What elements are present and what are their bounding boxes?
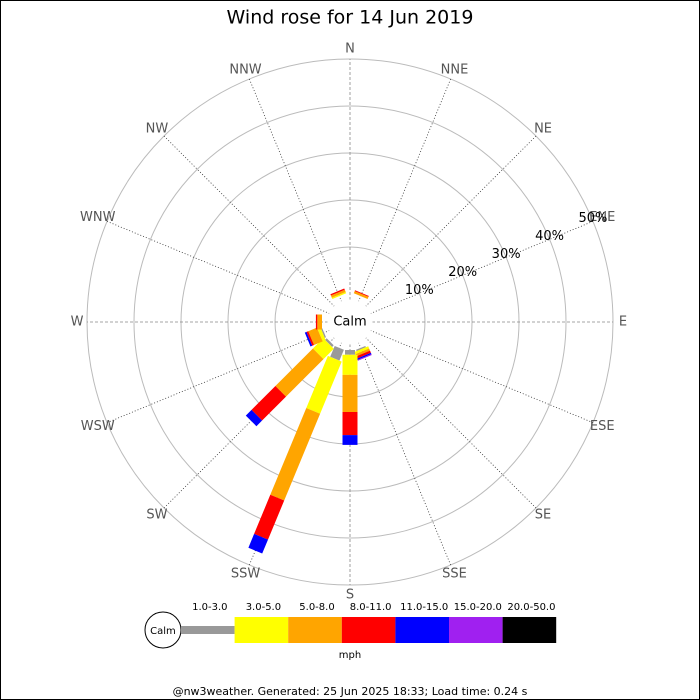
ring <box>133 105 567 539</box>
bar-segment <box>308 327 323 345</box>
bar-segment <box>320 328 326 338</box>
spoke <box>358 342 452 566</box>
bar-segment <box>317 314 322 330</box>
calm-circle <box>327 299 373 345</box>
bar-segment <box>357 352 372 360</box>
legend-swatch <box>288 617 342 643</box>
spoke <box>365 337 537 509</box>
bar-segment <box>354 346 370 355</box>
bar-segment <box>355 348 370 357</box>
bar-segment <box>315 314 318 330</box>
legend-label: 20.0-50.0 <box>507 602 555 613</box>
bar-segment <box>325 338 334 347</box>
legend-label: 5.0-8.0 <box>299 602 334 613</box>
spoke <box>163 337 335 509</box>
bar-segment <box>354 290 369 297</box>
direction-label: WNW <box>80 210 116 225</box>
direction-label: SSW <box>231 567 261 582</box>
direction-label: NNE <box>441 62 469 77</box>
bar-segment <box>306 331 314 346</box>
legend-swatch <box>234 617 289 643</box>
spoke <box>365 135 537 307</box>
legend-swatch <box>449 617 503 643</box>
legend-swatch <box>181 626 235 634</box>
legend-label: 1.0-3.0 <box>192 602 227 613</box>
spoke <box>358 78 452 302</box>
spoke <box>163 135 335 307</box>
spoke <box>248 78 342 302</box>
footer: @nw3weather. Generated: 25 Jun 2025 18:3… <box>173 685 528 698</box>
direction-label: S <box>346 588 354 603</box>
direction-label: SW <box>146 508 167 523</box>
legend-label: 3.0-5.0 <box>246 602 281 613</box>
bar-segment <box>331 292 347 299</box>
ring-label: 40% <box>535 229 564 244</box>
spoke <box>370 220 594 314</box>
direction-label: ENE <box>589 210 615 225</box>
ring-label: 30% <box>492 247 521 262</box>
bar-segment <box>356 350 371 359</box>
bar-segment <box>312 338 334 360</box>
legend-swatch <box>395 617 449 643</box>
bar-segment <box>275 348 324 397</box>
bar-segment <box>270 408 321 501</box>
unit-label: mph <box>339 650 361 661</box>
direction-label: NE <box>534 121 552 136</box>
legend-calm-label: Calm <box>150 626 176 637</box>
bar-segment <box>248 533 268 554</box>
ring-label: 20% <box>448 265 477 280</box>
ring-label: 10% <box>405 283 434 298</box>
bar-segment <box>330 346 344 361</box>
bar-segment <box>357 355 372 361</box>
calm-label: Calm <box>333 315 366 330</box>
bar-segment <box>342 412 358 436</box>
bar-segment <box>245 409 263 427</box>
bar-segment <box>353 291 369 299</box>
spoke <box>370 330 594 424</box>
spoke <box>106 330 330 424</box>
bar-segment <box>342 354 358 375</box>
bar-segment <box>254 494 285 540</box>
spoke <box>106 220 330 314</box>
legend-label: 11.0-15.0 <box>400 602 448 613</box>
chart-title: Wind rose for 14 Jun 2019 <box>227 7 474 29</box>
bar-segment <box>356 346 366 352</box>
bar-segment <box>342 374 358 412</box>
bar-segment <box>342 435 358 445</box>
direction-label: NNW <box>229 62 261 77</box>
direction-label: SSE <box>442 567 467 582</box>
bar-segment <box>306 355 342 414</box>
bar-segment <box>304 332 311 347</box>
legend-swatch <box>341 617 396 643</box>
direction-label: N <box>345 42 355 57</box>
direction-label: WSW <box>81 419 115 434</box>
bar-segment <box>357 354 372 361</box>
bar-segment <box>345 350 355 355</box>
direction-label: W <box>71 315 84 330</box>
legend-label: 8.0-11.0 <box>350 602 392 613</box>
direction-label: ESE <box>590 419 615 434</box>
ring-label: 50% <box>579 211 608 226</box>
legend-swatch <box>502 617 557 643</box>
legend-label: 15.0-20.0 <box>454 602 502 613</box>
bar-segment <box>330 289 346 298</box>
bar-segment <box>330 288 345 296</box>
bar-segment <box>251 386 286 421</box>
bar-segment <box>304 331 313 347</box>
direction-label: NW <box>146 121 169 136</box>
bar-segment <box>316 326 326 342</box>
direction-label: E <box>619 315 627 330</box>
direction-label: SE <box>535 508 551 523</box>
